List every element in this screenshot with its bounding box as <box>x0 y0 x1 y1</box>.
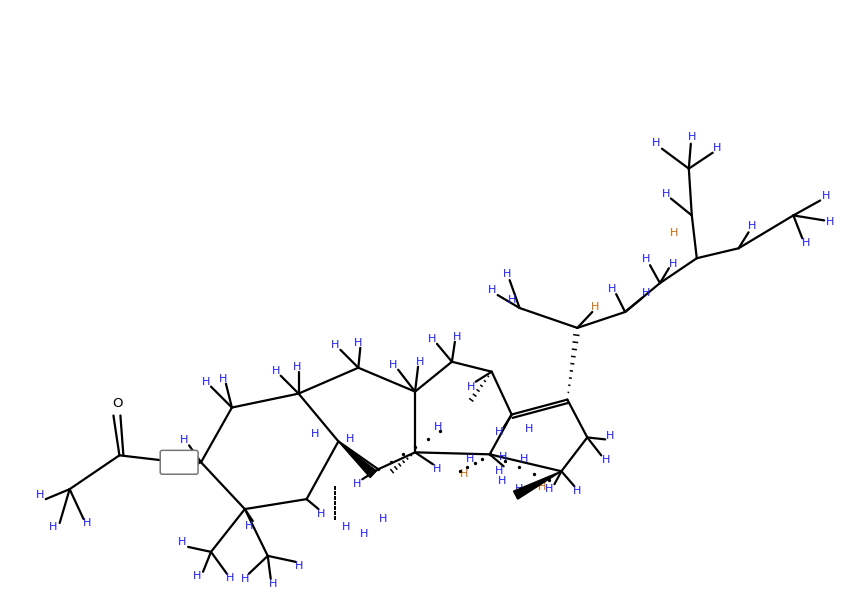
Text: H: H <box>271 366 280 376</box>
Text: H: H <box>35 490 44 500</box>
Text: H: H <box>466 454 474 464</box>
Text: H: H <box>342 522 351 532</box>
Text: H: H <box>494 466 503 476</box>
Text: H: H <box>180 435 188 445</box>
Text: H: H <box>49 522 57 532</box>
Text: H: H <box>269 579 277 589</box>
Text: H: H <box>240 573 249 584</box>
Text: H: H <box>503 269 511 279</box>
Text: H: H <box>379 514 388 524</box>
Text: H: H <box>354 338 363 348</box>
Text: H: H <box>494 427 503 437</box>
Text: H: H <box>202 376 210 387</box>
Text: H: H <box>416 357 424 367</box>
Text: H: H <box>294 561 303 571</box>
Text: H: H <box>245 521 253 531</box>
Text: H: H <box>317 509 326 519</box>
Text: H: H <box>293 362 301 371</box>
Text: H: H <box>519 454 528 464</box>
Text: H: H <box>219 374 227 384</box>
Text: H: H <box>668 259 677 269</box>
Text: H: H <box>652 138 660 148</box>
Text: H: H <box>606 432 614 441</box>
Text: H: H <box>83 518 92 528</box>
Text: H: H <box>178 537 186 547</box>
Text: H: H <box>826 217 834 227</box>
Polygon shape <box>338 441 377 478</box>
Text: H: H <box>712 142 721 153</box>
Text: H: H <box>226 573 234 583</box>
Text: H: H <box>487 285 496 295</box>
Text: H: H <box>822 190 831 201</box>
Text: H: H <box>591 302 600 312</box>
Text: H: H <box>360 529 368 539</box>
Text: H: H <box>460 469 468 480</box>
Text: H: H <box>193 571 202 581</box>
Text: H: H <box>642 288 650 298</box>
Text: H: H <box>432 464 441 474</box>
Text: H: H <box>498 453 507 462</box>
Text: H: H <box>662 188 670 198</box>
Text: H: H <box>602 456 610 465</box>
Polygon shape <box>514 472 561 499</box>
Text: H: H <box>434 422 442 432</box>
Text: H: H <box>389 360 397 370</box>
Text: H: H <box>546 484 553 494</box>
Text: H: H <box>525 424 534 435</box>
Text: H: H <box>670 228 678 238</box>
Text: H: H <box>642 254 650 264</box>
Text: H: H <box>311 429 320 440</box>
Text: H: H <box>748 222 757 231</box>
Polygon shape <box>195 459 201 466</box>
FancyBboxPatch shape <box>160 450 198 474</box>
Text: H: H <box>507 295 516 305</box>
Text: H: H <box>538 482 547 492</box>
Text: H: H <box>515 484 523 494</box>
Text: Ao: Ao <box>172 457 186 467</box>
Text: O: O <box>112 397 123 410</box>
Text: H: H <box>353 479 361 489</box>
Text: H: H <box>802 238 811 248</box>
Text: H: H <box>453 332 461 342</box>
Text: H: H <box>428 334 436 344</box>
Text: H: H <box>498 476 506 486</box>
Text: H: H <box>467 382 475 392</box>
Text: H: H <box>346 434 354 445</box>
Text: H: H <box>573 486 582 496</box>
Text: H: H <box>331 340 340 350</box>
Text: H: H <box>687 132 696 142</box>
Text: H: H <box>608 284 616 294</box>
